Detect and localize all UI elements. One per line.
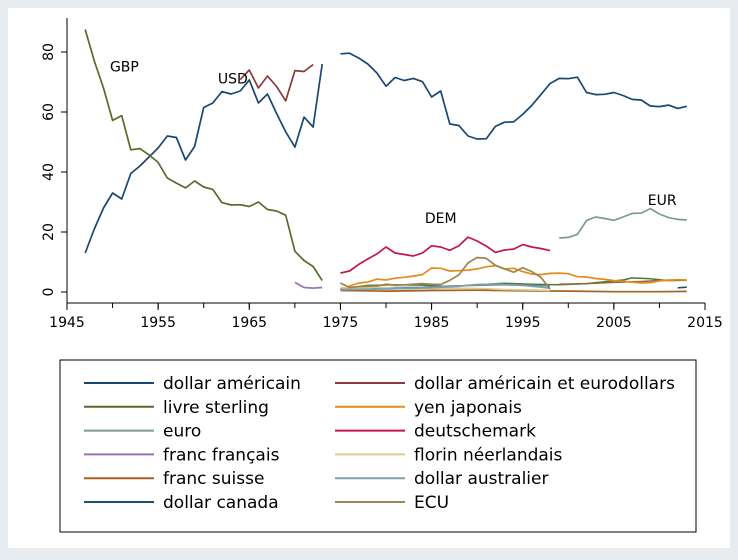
legend: dollar américain livre sterling euro franc … [59,359,697,533]
plot-area [84,29,687,293]
axes: 0 20 40 60 80 1945 1955 1965 1975 1985 1995 2005 201… [41,18,723,331]
series-line-0 [84,52,687,254]
legend-label: euro [163,422,201,442]
legend-label: ECU [414,493,449,513]
x-tick-label: 1985 [414,315,450,331]
series-line-9 [340,286,551,292]
y-tick-label: 80 [41,43,57,61]
annotation-label: DEM [425,211,457,227]
x-tick-label: 1955 [140,315,176,331]
y-tick-label: 0 [41,288,57,297]
x-tick-label: 2015 [687,315,723,331]
legend-label: livre sterling [163,398,269,418]
annotation-label: GBP [110,60,139,76]
y-tick-label: 60 [41,103,57,121]
series-line-6 [239,63,314,102]
x-tick-label: 1965 [231,315,267,331]
series-line-7 [340,264,687,291]
x-tick-label: 1995 [505,315,541,331]
legend-label: yen japonais [414,398,522,418]
x-tick-label: 1945 [49,315,85,331]
legend-label: dollar américain et eurodollars [414,374,675,394]
x-tick-label: 1975 [323,315,359,331]
series-line-8 [340,236,551,274]
series-line-11 [340,256,551,290]
y-tick-label: 20 [41,223,57,241]
series-line-1 [84,29,323,282]
annotation-label: EUR [648,193,677,209]
legend-label: deutschemark [414,422,536,442]
y-tick-label: 40 [41,163,57,181]
series-line-3 [294,281,323,289]
annotation-label: USD [218,72,248,88]
legend-label: dollar canada [163,493,279,513]
series-line-4 [340,289,687,293]
x-tick-label: 2005 [596,315,632,331]
legend-label: dollar américain [163,374,301,394]
series-line-5 [677,286,687,289]
series-line-10 [340,283,551,291]
series-line-2 [559,207,687,239]
legend-box [59,359,697,533]
legend-label: dollar australier [414,469,548,489]
legend-label: florin néerlandais [414,445,563,465]
legend-label: franc suisse [163,469,264,489]
legend-label: franc français [163,445,280,465]
annotations: GBP USD DEM EUR [110,60,677,228]
